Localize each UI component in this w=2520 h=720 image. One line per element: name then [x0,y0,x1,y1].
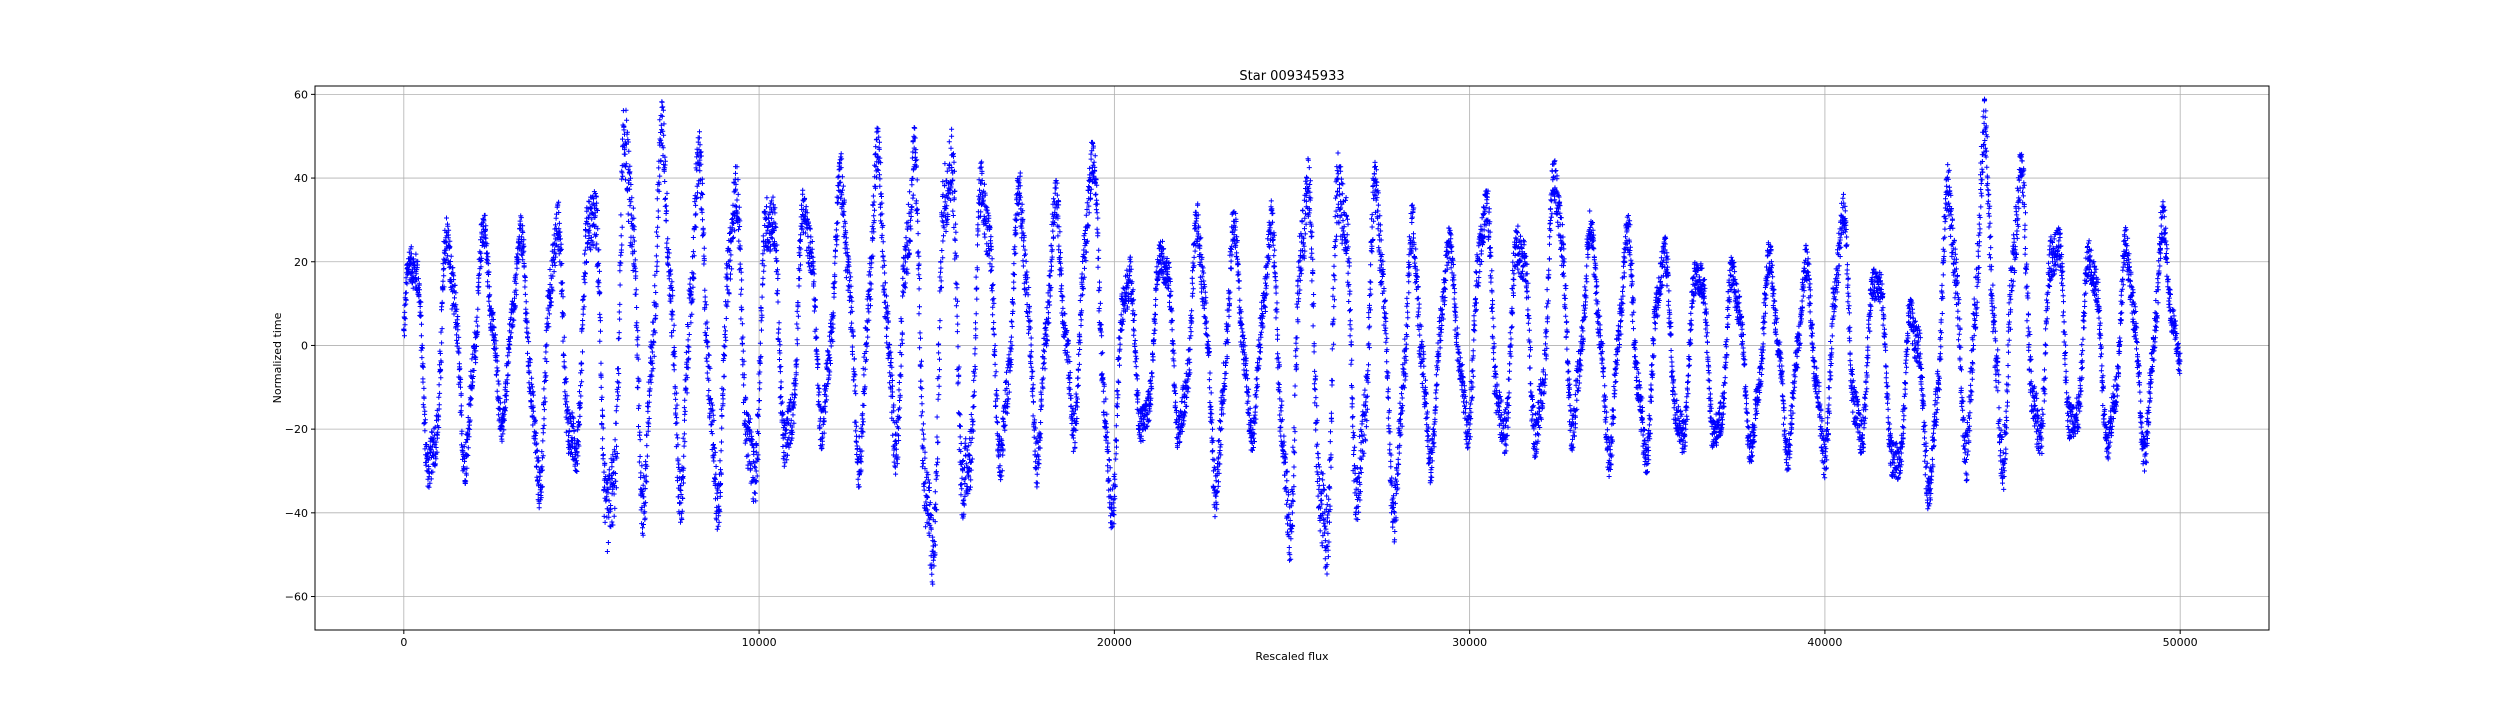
y-tick-label: −60 [285,591,308,604]
y-tick-label: 20 [294,256,308,269]
x-tick-label: 20000 [1097,636,1132,649]
x-tick-label: 0 [400,636,407,649]
y-tick-label: −20 [285,423,308,436]
chart-title: Star 009345933 [1239,69,1344,84]
series-markers [401,96,2183,587]
y-tick-label: −40 [285,507,308,520]
x-axis-label: Rescaled flux [1255,650,1329,663]
plot-area-frame [314,85,2270,631]
y-axis-ticks: −60 −40 −20 0 20 40 60 [285,88,315,604]
y-tick-label: 0 [301,339,308,352]
y-axis-label: Normalized time [271,312,284,403]
data-points [401,96,2183,587]
x-axis-ticks: 0 10000 20000 30000 40000 50000 [400,630,2198,649]
x-tick-label: 50000 [2163,636,2198,649]
x-tick-label: 10000 [742,636,777,649]
y-tick-label: 40 [294,172,308,185]
x-tick-label: 30000 [1452,636,1487,649]
y-tick-label: 60 [294,88,308,101]
x-tick-label: 40000 [1807,636,1842,649]
